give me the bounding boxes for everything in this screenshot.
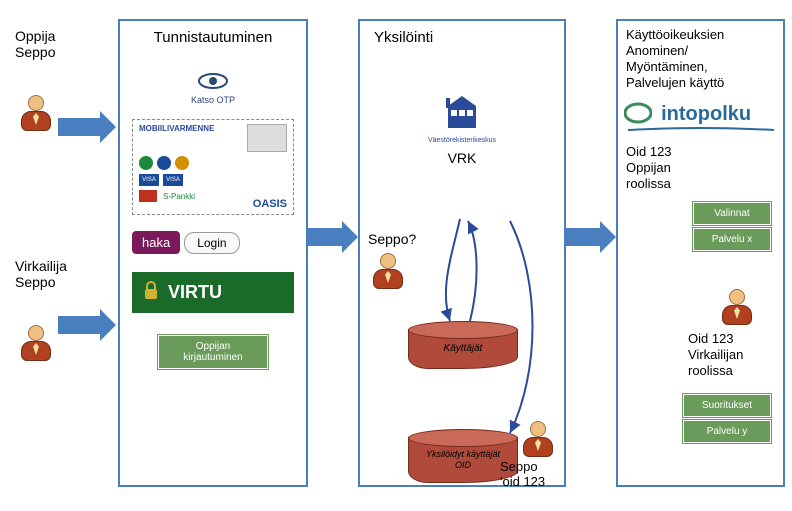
haka-badge: haka	[132, 231, 180, 254]
bank-cluster: MOBIILIVARMENNE VISA VISA S-Pankki OASIS	[132, 119, 294, 215]
arrow-auth-to-id	[308, 228, 344, 246]
seppo-oid-icon	[520, 421, 556, 462]
mc-icon	[139, 190, 157, 202]
mobiili-label: MOBIILIVARMENNE	[139, 124, 214, 133]
cyl-users-label: Käyttäjät	[408, 343, 518, 354]
btn-palvelu-y[interactable]: Palvelu y	[683, 420, 771, 443]
actor-student-label: Oppija Seppo	[15, 28, 55, 60]
panel-rights: Käyttöoikeuksien Anominen/ Myöntäminen, …	[616, 19, 785, 487]
seppo-q-icon	[370, 253, 406, 294]
panel-auth: Tunnistautuminen Katso OTP MOBIILIVARMEN…	[118, 19, 308, 487]
r1-l3: roolissa	[626, 176, 783, 192]
visa-icon-2: VISA	[163, 174, 183, 186]
role-student-block: Oid 123 Oppijan roolissa	[626, 144, 783, 192]
seppo-oid-l1: Seppo	[500, 459, 570, 474]
spankki-label: S-Pankki	[163, 192, 195, 201]
cylinder-users: Käyttäjät	[408, 321, 518, 369]
phone-icon	[247, 124, 287, 152]
katso-label: Katso OTP	[120, 95, 306, 105]
arrow-officer-to-auth	[58, 316, 102, 334]
r1-l1: Oid 123	[626, 144, 783, 160]
login-badge: Login	[184, 232, 239, 254]
virtu-label: VIRTU	[168, 282, 222, 303]
actor-student-icon	[18, 95, 54, 136]
bank-dot-1	[139, 156, 153, 170]
actor-officer-label: Virkailija Seppo	[15, 258, 67, 290]
vrk-subtext: Väestörekisterikeskus	[360, 137, 564, 144]
r1-l2: Oppijan	[626, 160, 783, 176]
bank-dot-2	[157, 156, 171, 170]
lock-icon	[142, 280, 160, 305]
panel-id: Yksilöinti Väestörekisterikeskus VRK Sep…	[358, 19, 566, 487]
oasis-label: OASIS	[253, 198, 287, 210]
vrk-label: VRK	[360, 150, 564, 166]
visa-icon: VISA	[139, 174, 159, 186]
btn-palvelu-x[interactable]: Palvelu x	[693, 228, 771, 251]
student-line2: Seppo	[15, 44, 55, 60]
arrow-student-to-auth	[58, 118, 102, 136]
seppo-q-label: Seppo?	[368, 231, 416, 247]
opintopolku-logo: O intopolku	[626, 103, 783, 134]
student-line1: Oppija	[15, 28, 55, 44]
p3-t4: Palvelujen käyttö	[626, 75, 783, 91]
r2-l1: Oid 123	[688, 331, 743, 347]
p3-t1: Käyttöoikeuksien	[626, 27, 783, 43]
r2-l3: roolissa	[688, 363, 743, 379]
btn-valinnat[interactable]: Valinnat	[693, 202, 771, 225]
bank-dot-3	[175, 156, 189, 170]
oppijan-login-button[interactable]: Oppijan kirjautuminen	[158, 335, 268, 369]
p3-t2: Anominen/	[626, 43, 783, 59]
btn-suoritukset[interactable]: Suoritukset	[683, 394, 771, 417]
vrk-logo: Väestörekisterikeskus	[360, 92, 564, 144]
p3-t3: Myöntäminen,	[626, 59, 783, 75]
katso-eye-icon	[193, 72, 233, 90]
oppijan-btn-l1: Oppijan	[167, 341, 259, 352]
role-officer-icon	[719, 289, 755, 330]
panel-id-title: Yksilöinti	[374, 29, 564, 46]
role-officer-block: Oid 123 Virkailijan roolissa	[688, 331, 743, 379]
r2-l2: Virkailijan	[688, 347, 743, 363]
actor-officer-icon	[18, 325, 54, 366]
panel-rights-title: Käyttöoikeuksien Anominen/ Myöntäminen, …	[626, 27, 783, 91]
arrow-id-to-rights	[566, 228, 602, 246]
virtu-badge: VIRTU	[132, 272, 294, 313]
panel-auth-title: Tunnistautuminen	[120, 29, 306, 46]
officer-line1: Virkailija	[15, 258, 67, 274]
katso-otp-block: Katso OTP	[120, 72, 306, 105]
oppijan-btn-l2: kirjautuminen	[167, 352, 259, 363]
officer-line2: Seppo	[15, 274, 67, 290]
logo-rest: intopolku	[661, 103, 751, 125]
haka-login-row: haka Login	[132, 231, 294, 254]
seppo-oid-label: Seppo 'oid 123	[500, 459, 570, 489]
seppo-oid-l2: 'oid 123	[500, 474, 570, 489]
